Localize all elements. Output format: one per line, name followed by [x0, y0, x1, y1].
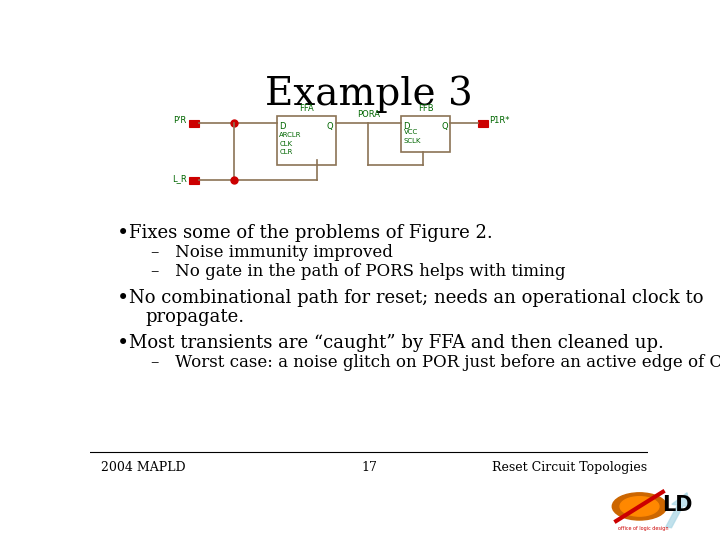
Text: 2004 MAPLD: 2004 MAPLD [101, 461, 186, 474]
Text: P1R*: P1R* [490, 116, 510, 125]
Text: D: D [404, 122, 410, 131]
Text: Q: Q [327, 122, 333, 131]
Text: propagate.: propagate. [145, 308, 245, 326]
Text: Reset Circuit Topologies: Reset Circuit Topologies [492, 461, 647, 474]
Text: ARCLR: ARCLR [279, 132, 302, 138]
Text: 17: 17 [361, 461, 377, 474]
Text: FFA: FFA [299, 104, 314, 113]
Bar [401, 116, 451, 152]
Text: FFB: FFB [418, 104, 433, 113]
Text: Fixes some of the problems of Figure 2.: Fixes some of the problems of Figure 2. [129, 224, 492, 242]
Text: –   Noise immunity improved: – Noise immunity improved [151, 244, 393, 261]
Bar [189, 177, 199, 184]
FancyArrow shape [666, 493, 689, 528]
Text: SCLK: SCLK [404, 138, 421, 144]
Text: Example 3: Example 3 [265, 75, 473, 113]
Text: L_R: L_R [172, 174, 186, 183]
Text: office of logic design: office of logic design [618, 526, 669, 531]
Bar [478, 120, 488, 127]
Text: Q: Q [441, 122, 449, 131]
Circle shape [612, 493, 667, 520]
Text: LD: LD [662, 495, 693, 516]
Text: Most transients are “caught” by FFA and then cleaned up.: Most transients are “caught” by FFA and … [129, 334, 664, 352]
Text: •: • [117, 223, 129, 243]
Text: No combinational path for reset; needs an operational clock to: No combinational path for reset; needs a… [129, 289, 703, 307]
Text: VCC: VCC [404, 129, 418, 135]
Text: CLR: CLR [279, 150, 292, 156]
Bar [189, 120, 199, 127]
Text: PORA: PORA [357, 110, 380, 119]
Text: –   No gate in the path of PORS helps with timing: – No gate in the path of PORS helps with… [151, 264, 566, 280]
Circle shape [620, 497, 659, 516]
Text: D: D [279, 122, 286, 131]
Text: •: • [117, 333, 129, 353]
Text: –   Worst case: a noise glitch on POR just before an active edge of Clk: – Worst case: a noise glitch on POR just… [151, 354, 720, 370]
Text: CLK: CLK [279, 141, 292, 147]
Text: P'R: P'R [174, 116, 186, 125]
Text: •: • [117, 288, 129, 308]
Bar [277, 116, 336, 165]
